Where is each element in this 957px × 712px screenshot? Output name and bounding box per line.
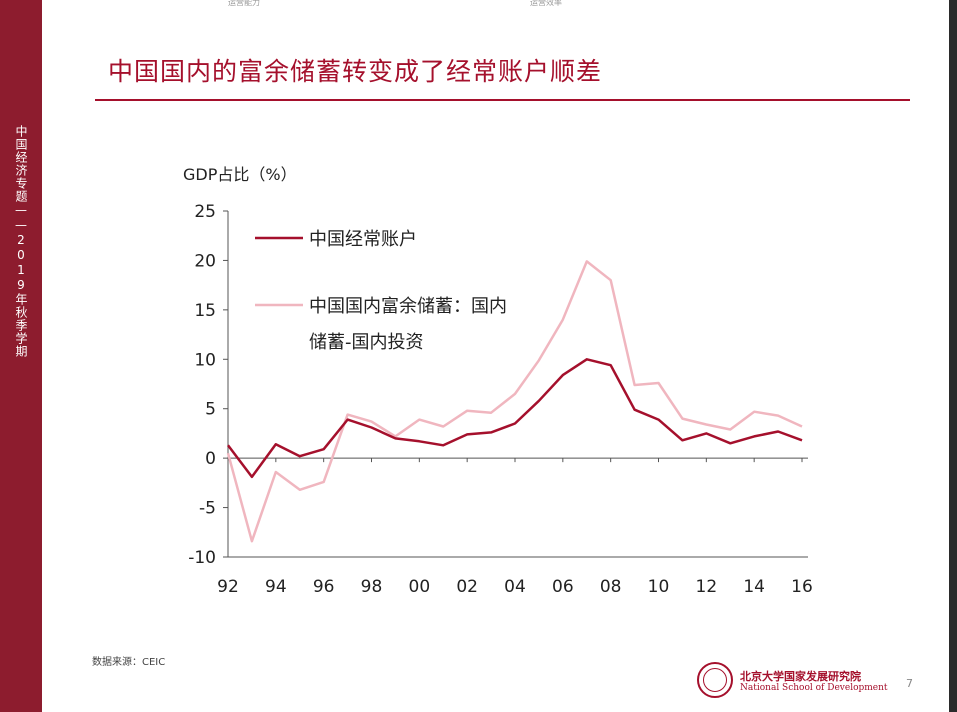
y-tick-label: 15: [194, 301, 216, 321]
series-current-account-line: [227, 358, 803, 479]
y-tick-label: 5: [205, 400, 216, 420]
data-source-note: 数据来源：CEIC: [92, 657, 166, 668]
sidebar: 中国经济专题——2019年秋季学期: [0, 0, 42, 712]
top-text-fragment-2: 运营效率: [530, 0, 562, 7]
page-number: 7: [906, 677, 913, 690]
x-tick-label: 96: [313, 577, 335, 597]
y-tick-label: 25: [194, 202, 216, 222]
x-tick-label: 08: [600, 577, 622, 597]
x-tick-label: 16: [791, 577, 813, 597]
legend-label-current-account: 中国经常账户: [309, 229, 417, 250]
y-axis-label: GDP占比（%）: [183, 165, 297, 184]
x-tick-label: 14: [743, 577, 765, 597]
x-tick-label: 98: [361, 577, 383, 597]
x-tick-label: 02: [456, 577, 478, 597]
sidebar-course-label: 中国经济专题——2019年秋季学期: [14, 125, 28, 358]
x-tick-label: 92: [217, 577, 239, 597]
x-tick-label: 04: [504, 577, 526, 597]
series-surplus-saving-line: [226, 260, 803, 543]
school-name-cn: 北京大学国家发展研究院: [740, 670, 861, 683]
x-tick-label: 00: [409, 577, 431, 597]
legend-label-surplus-saving-line1: 中国国内富余储蓄：国内: [309, 296, 507, 317]
school-name-en: National School of Development: [740, 683, 888, 693]
x-tick-label: 10: [648, 577, 670, 597]
top-text-fragment-1: 运营能力: [228, 0, 260, 7]
slide-title: 中国国内的富余储蓄转变成了经常账户顺差: [108, 57, 603, 86]
x-tick-label: 12: [696, 577, 718, 597]
legend-label-surplus-saving-line2: 储蓄-国内投资: [309, 332, 424, 353]
window-edge: [949, 0, 957, 712]
y-tick-label: -10: [188, 548, 216, 568]
x-tick-label: 06: [552, 577, 574, 597]
x-tick-label: 94: [265, 577, 287, 597]
pku-seal-logo-icon: [697, 662, 733, 698]
y-tick-label: 0: [205, 449, 216, 469]
title-divider: [95, 99, 910, 101]
y-tick-label: -5: [199, 499, 216, 519]
y-tick-label: 10: [194, 350, 216, 370]
y-tick-label: 20: [194, 251, 216, 271]
